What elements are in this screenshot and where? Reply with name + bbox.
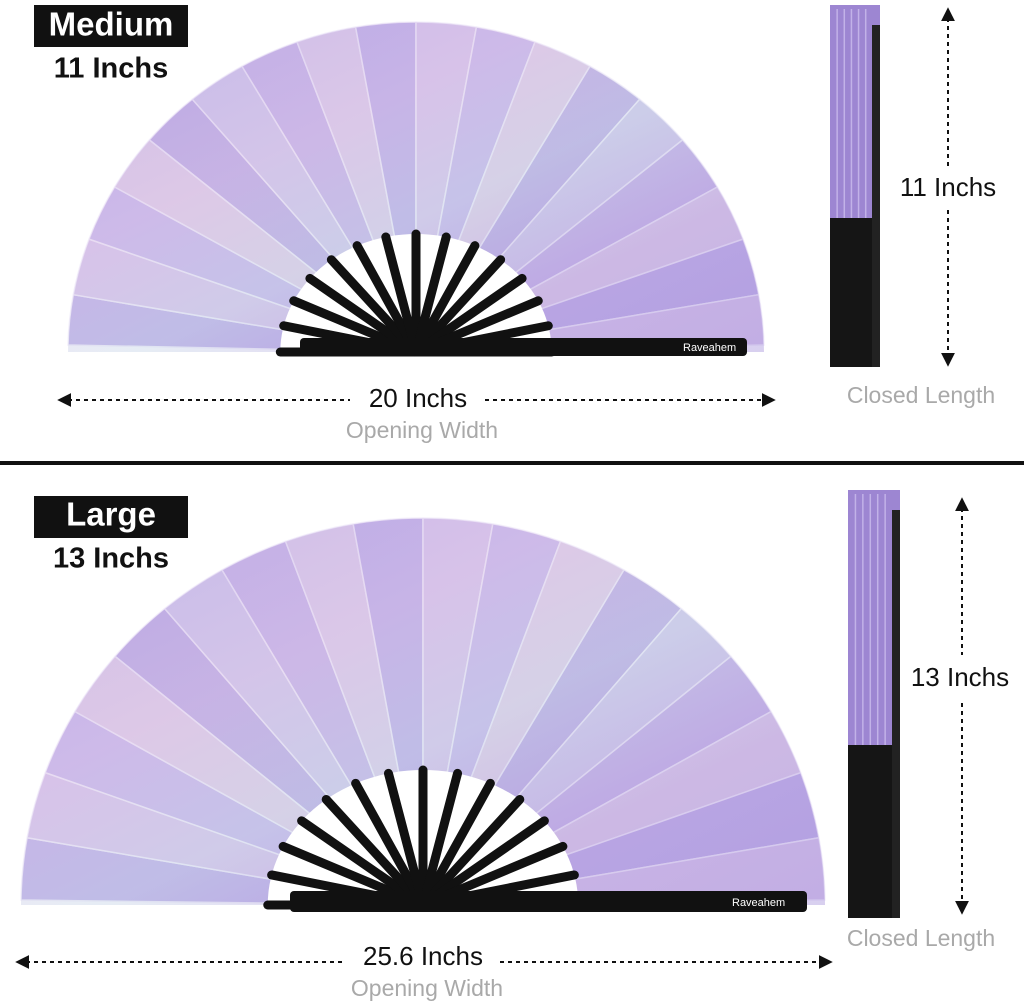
- fan-rib: [297, 816, 428, 910]
- handle: [300, 338, 747, 356]
- closed-fan-edge: [872, 25, 880, 367]
- handle: [290, 891, 807, 912]
- fan-rib: [411, 241, 480, 357]
- closed-fan-bottom: [830, 218, 880, 367]
- fan-rib: [411, 255, 506, 357]
- length-caption: Closed Length: [847, 382, 995, 408]
- size-label: Large: [66, 496, 156, 533]
- size-text: 13 Inchs: [53, 543, 169, 575]
- length-caption: Closed Length: [847, 925, 995, 951]
- width-caption: Opening Width: [351, 975, 503, 1001]
- fan-rib: [352, 241, 421, 357]
- fan-rib: [418, 768, 463, 910]
- length-text: 13 Inchs: [911, 662, 1009, 692]
- fan-sheen: [68, 22, 764, 352]
- fan-rib: [418, 816, 549, 910]
- width-text: 25.6 Inchs: [363, 941, 483, 971]
- fan-rib: [383, 768, 428, 910]
- size-text: 11 Inchs: [54, 53, 168, 85]
- brand: Raveahem: [683, 342, 736, 354]
- divider: [0, 461, 1024, 465]
- fan-rib: [418, 794, 525, 910]
- fan-sheen: [21, 518, 825, 905]
- width-text: 20 Inchs: [369, 383, 467, 413]
- width-caption: Opening Width: [346, 417, 498, 443]
- fan-rib: [381, 232, 421, 357]
- label-box: [34, 496, 188, 538]
- closed-fan-edge: [892, 510, 900, 918]
- label-box: [34, 5, 188, 47]
- fan-rib: [326, 255, 421, 357]
- closed-fan-top: [848, 490, 900, 745]
- size-label: Medium: [49, 6, 174, 43]
- brand: Raveahem: [732, 897, 785, 909]
- fan-illustrations: [20, 5, 900, 918]
- fan-rib: [411, 232, 451, 357]
- closed-fan-top: [830, 5, 880, 218]
- fan-rib: [418, 778, 495, 910]
- length-text: 11 Inchs: [900, 172, 996, 202]
- fan-rib: [351, 778, 428, 910]
- fan-rib: [321, 794, 428, 910]
- closed-fan-bottom: [848, 745, 900, 918]
